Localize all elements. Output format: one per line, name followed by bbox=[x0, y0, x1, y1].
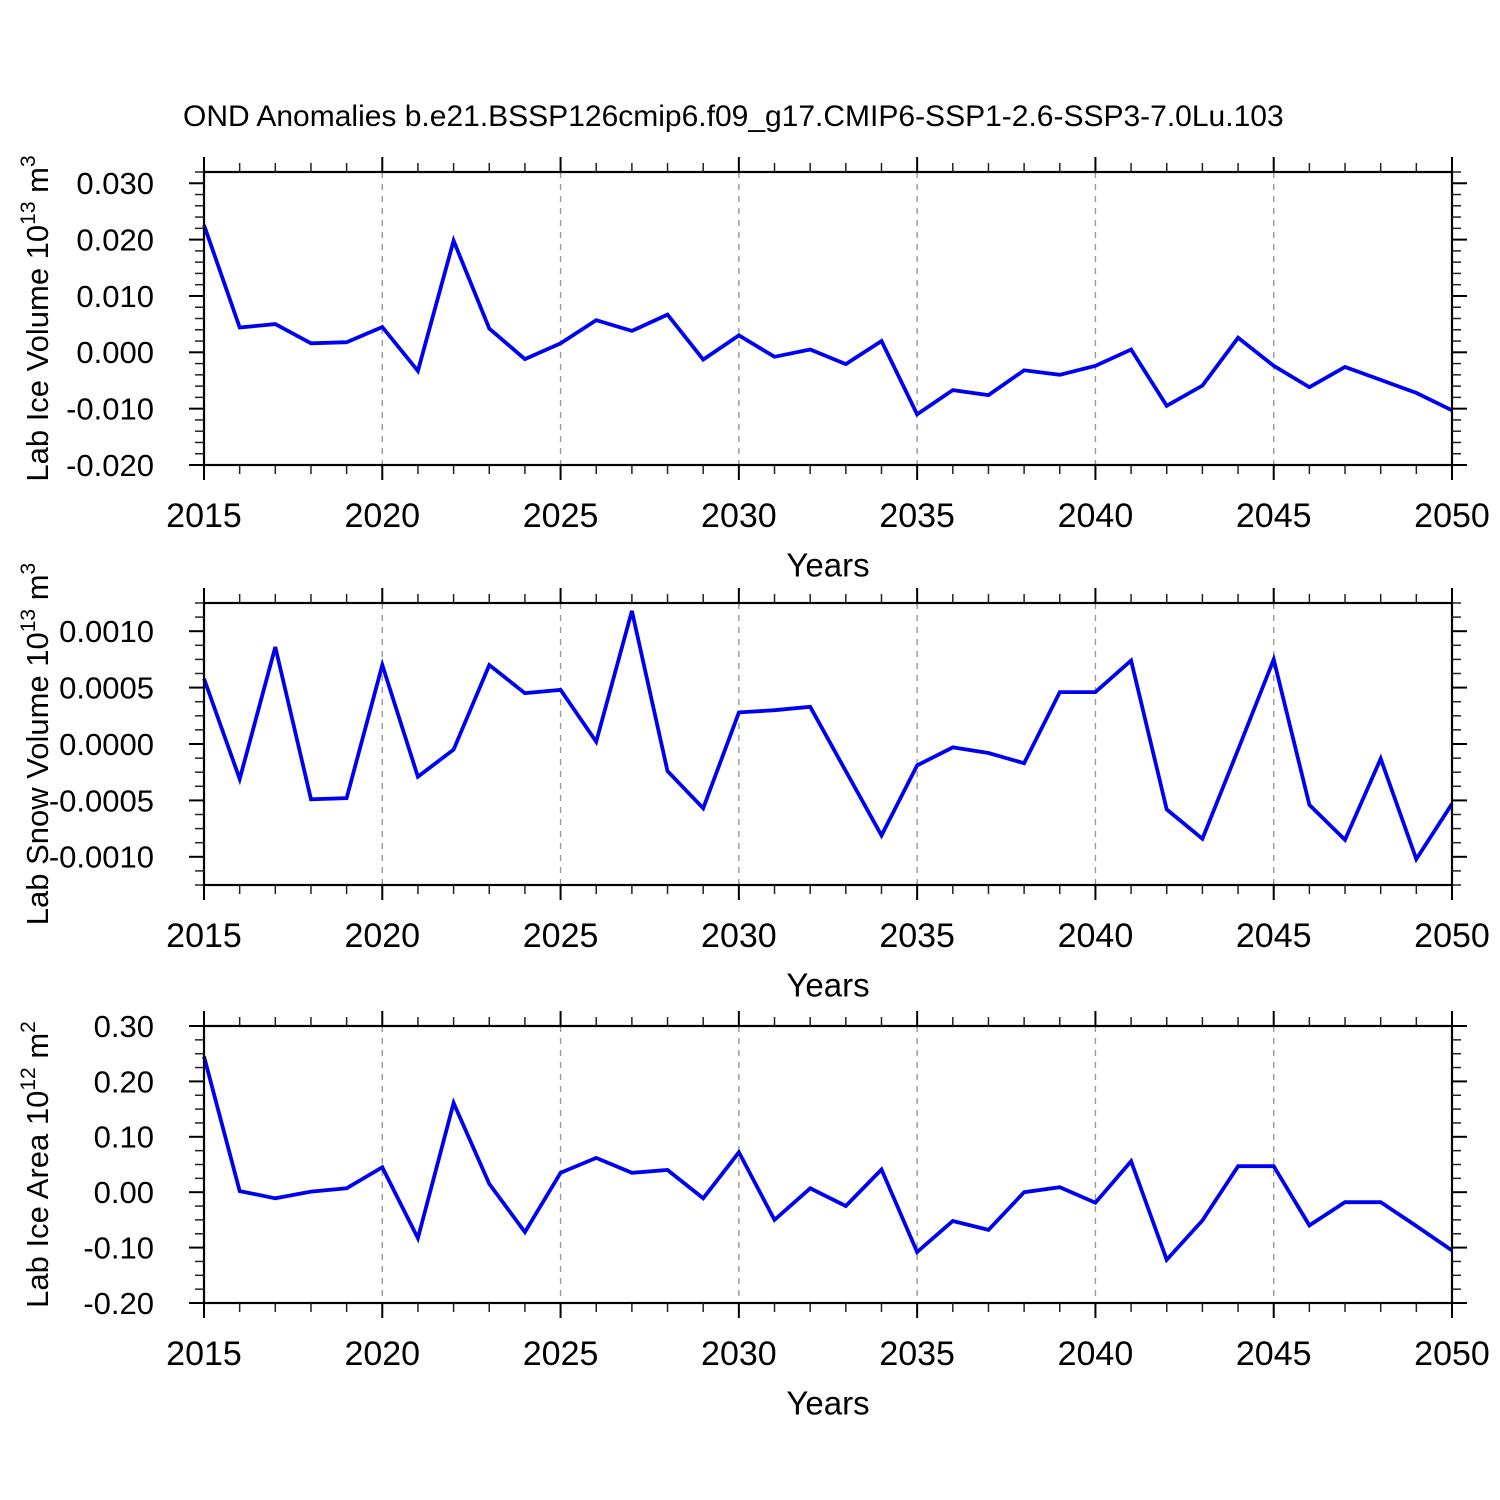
ticks bbox=[189, 1011, 1467, 1318]
x-tick-label: 2045 bbox=[1236, 1335, 1312, 1373]
x-tick-label: 2035 bbox=[879, 1335, 955, 1373]
x-tick-label: 2030 bbox=[701, 497, 777, 535]
panel-snow-volume: 0.0010 0.0005 0.0000 -0.0005 -0.0010 2015 2020… bbox=[17, 563, 1490, 1004]
x-tick-labels: 2015 2020 2025 2030 2035 2040 2045 2050 bbox=[166, 1335, 1490, 1373]
ticks bbox=[189, 588, 1467, 900]
y-tick-label: 0.000 bbox=[76, 335, 154, 370]
y-tick-label: -0.010 bbox=[66, 392, 154, 427]
x-tick-label: 2015 bbox=[166, 497, 242, 535]
x-tick-label: 2040 bbox=[1058, 497, 1134, 535]
x-tick-label: 2040 bbox=[1058, 917, 1134, 955]
y-tick-labels: 0.30 0.20 0.10 0.00 -0.10 -0.20 bbox=[83, 1009, 154, 1321]
x-tick-label: 2035 bbox=[879, 917, 955, 955]
x-tick-labels: 2015 2020 2025 2030 2035 2040 2045 2050 bbox=[166, 497, 1490, 535]
y-tick-label: 0.010 bbox=[76, 279, 154, 314]
y-tick-labels: 0.0010 0.0005 0.0000 -0.0005 -0.0010 bbox=[49, 614, 154, 875]
y-tick-label: 0.0000 bbox=[59, 727, 154, 762]
data-line bbox=[202, 224, 1453, 418]
panel-ice-volume: 0.030 0.020 0.010 0.000 -0.010 -0.020 2015 2020… bbox=[17, 155, 1490, 583]
x-tick-label: 2025 bbox=[523, 497, 599, 535]
gridlines bbox=[381, 603, 1275, 885]
x-tick-label: 2030 bbox=[701, 1335, 777, 1373]
y-axis-title: Lab Snow Volume 1013 m3 bbox=[17, 563, 55, 925]
x-tick-label: 2045 bbox=[1236, 917, 1312, 955]
x-axis-title: Years bbox=[786, 1385, 869, 1422]
y-tick-label: -0.020 bbox=[66, 448, 154, 483]
x-tick-label: 2025 bbox=[523, 1335, 599, 1373]
data-line bbox=[202, 610, 1454, 864]
gridlines bbox=[381, 172, 1275, 465]
ticks bbox=[189, 157, 1467, 480]
x-tick-label: 2050 bbox=[1414, 1335, 1490, 1373]
x-tick-label: 2040 bbox=[1058, 1335, 1134, 1373]
y-tick-label: -0.20 bbox=[83, 1286, 154, 1321]
x-axis-title: Years bbox=[786, 967, 869, 1004]
chart-title: OND Anomalies b.e21.BSSP126cmip6.f09_g17… bbox=[183, 100, 1284, 133]
y-tick-label: 0.00 bbox=[94, 1175, 154, 1210]
y-tick-label: 0.030 bbox=[76, 166, 154, 201]
y-tick-label: 0.020 bbox=[76, 222, 154, 257]
x-tick-label: 2045 bbox=[1236, 497, 1312, 535]
y-tick-label: -0.10 bbox=[83, 1230, 154, 1265]
gridlines bbox=[381, 1026, 1275, 1303]
y-axis-title: Lab Ice Volume 1013 m3 bbox=[17, 155, 55, 481]
x-tick-label: 2015 bbox=[166, 1335, 242, 1373]
x-tick-label: 2025 bbox=[523, 917, 599, 955]
x-tick-label: 2020 bbox=[344, 497, 420, 535]
y-axis-title: Lab Ice Area 1012 m2 bbox=[17, 1021, 55, 1308]
x-tick-label: 2020 bbox=[344, 917, 420, 955]
plot-frame bbox=[202, 170, 1454, 467]
y-tick-labels: 0.030 0.020 0.010 0.000 -0.010 -0.020 bbox=[66, 166, 154, 483]
x-tick-label: 2035 bbox=[879, 497, 955, 535]
x-tick-label: 2015 bbox=[166, 917, 242, 955]
y-tick-label: 0.0005 bbox=[59, 670, 154, 705]
plot-frame bbox=[202, 601, 1454, 887]
x-tick-label: 2020 bbox=[344, 1335, 420, 1373]
y-tick-label: 0.20 bbox=[94, 1064, 154, 1099]
y-tick-label: 0.30 bbox=[94, 1009, 154, 1044]
data-line bbox=[202, 1056, 1454, 1264]
x-axis-title: Years bbox=[786, 547, 869, 584]
y-tick-label: 0.10 bbox=[94, 1120, 154, 1155]
y-tick-label: -0.0010 bbox=[49, 840, 154, 875]
y-tick-label: -0.0005 bbox=[49, 783, 154, 818]
x-tick-label: 2050 bbox=[1414, 497, 1490, 535]
x-tick-labels: 2015 2020 2025 2030 2035 2040 2045 2050 bbox=[166, 917, 1490, 955]
x-tick-label: 2030 bbox=[701, 917, 777, 955]
y-tick-label: 0.0010 bbox=[59, 614, 154, 649]
x-tick-label: 2050 bbox=[1414, 917, 1490, 955]
